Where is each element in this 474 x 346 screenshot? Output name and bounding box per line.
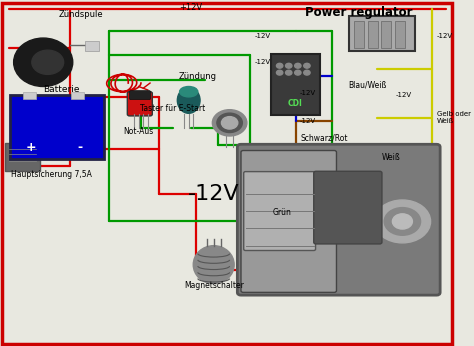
Text: +: +: [26, 140, 36, 154]
FancyBboxPatch shape: [237, 144, 440, 295]
Text: -12V: -12V: [300, 118, 316, 124]
Text: -12V: -12V: [188, 184, 239, 204]
FancyBboxPatch shape: [129, 91, 151, 100]
FancyBboxPatch shape: [314, 171, 382, 244]
Text: Power regulator: Power regulator: [305, 6, 413, 19]
Text: Zündung: Zündung: [179, 72, 217, 81]
Text: Zündspule: Zündspule: [59, 10, 104, 19]
FancyBboxPatch shape: [6, 143, 40, 171]
Text: Weiß: Weiß: [382, 153, 401, 162]
Text: -12V: -12V: [396, 92, 412, 98]
FancyBboxPatch shape: [71, 92, 84, 99]
FancyBboxPatch shape: [85, 41, 99, 51]
Ellipse shape: [32, 50, 64, 74]
FancyBboxPatch shape: [395, 21, 405, 48]
Circle shape: [276, 63, 283, 68]
Circle shape: [295, 63, 301, 68]
Circle shape: [221, 117, 238, 129]
Text: Taster für E-Start: Taster für E-Start: [140, 104, 205, 113]
Circle shape: [285, 70, 292, 75]
FancyBboxPatch shape: [9, 95, 104, 159]
FancyBboxPatch shape: [244, 172, 316, 251]
Text: Grün: Grün: [273, 208, 292, 217]
Text: Magnetschalter: Magnetschalter: [184, 281, 244, 290]
Text: Gelb oder
Weiß: Gelb oder Weiß: [437, 111, 471, 124]
Circle shape: [374, 200, 430, 243]
FancyBboxPatch shape: [368, 21, 378, 48]
Circle shape: [212, 110, 247, 136]
Ellipse shape: [180, 86, 198, 97]
Text: -12V: -12V: [255, 33, 271, 39]
FancyBboxPatch shape: [349, 16, 415, 51]
Circle shape: [217, 113, 242, 133]
Text: -12V: -12V: [255, 59, 271, 65]
Text: Not-Aus: Not-Aus: [124, 127, 154, 136]
FancyBboxPatch shape: [354, 21, 364, 48]
Circle shape: [304, 63, 310, 68]
Circle shape: [295, 70, 301, 75]
Circle shape: [276, 70, 283, 75]
Text: -: -: [77, 140, 82, 154]
Text: +12V: +12V: [179, 3, 202, 12]
FancyBboxPatch shape: [241, 151, 337, 292]
Text: Blau/Weiß: Blau/Weiß: [348, 80, 386, 89]
Circle shape: [384, 208, 420, 235]
Ellipse shape: [177, 87, 200, 113]
Circle shape: [392, 214, 412, 229]
Text: -12V: -12V: [300, 90, 316, 97]
Circle shape: [285, 63, 292, 68]
Text: CDI: CDI: [288, 99, 303, 108]
Circle shape: [304, 70, 310, 75]
FancyBboxPatch shape: [23, 92, 36, 99]
Text: Schwarz/Rot: Schwarz/Rot: [300, 134, 347, 143]
Ellipse shape: [193, 246, 234, 284]
FancyBboxPatch shape: [382, 21, 392, 48]
FancyBboxPatch shape: [128, 92, 152, 116]
Text: Hauptsicherung 7,5A: Hauptsicherung 7,5A: [11, 170, 92, 179]
Text: -12V: -12V: [437, 33, 453, 39]
Text: Batterie: Batterie: [43, 85, 80, 94]
FancyBboxPatch shape: [272, 54, 319, 115]
Ellipse shape: [14, 38, 73, 86]
